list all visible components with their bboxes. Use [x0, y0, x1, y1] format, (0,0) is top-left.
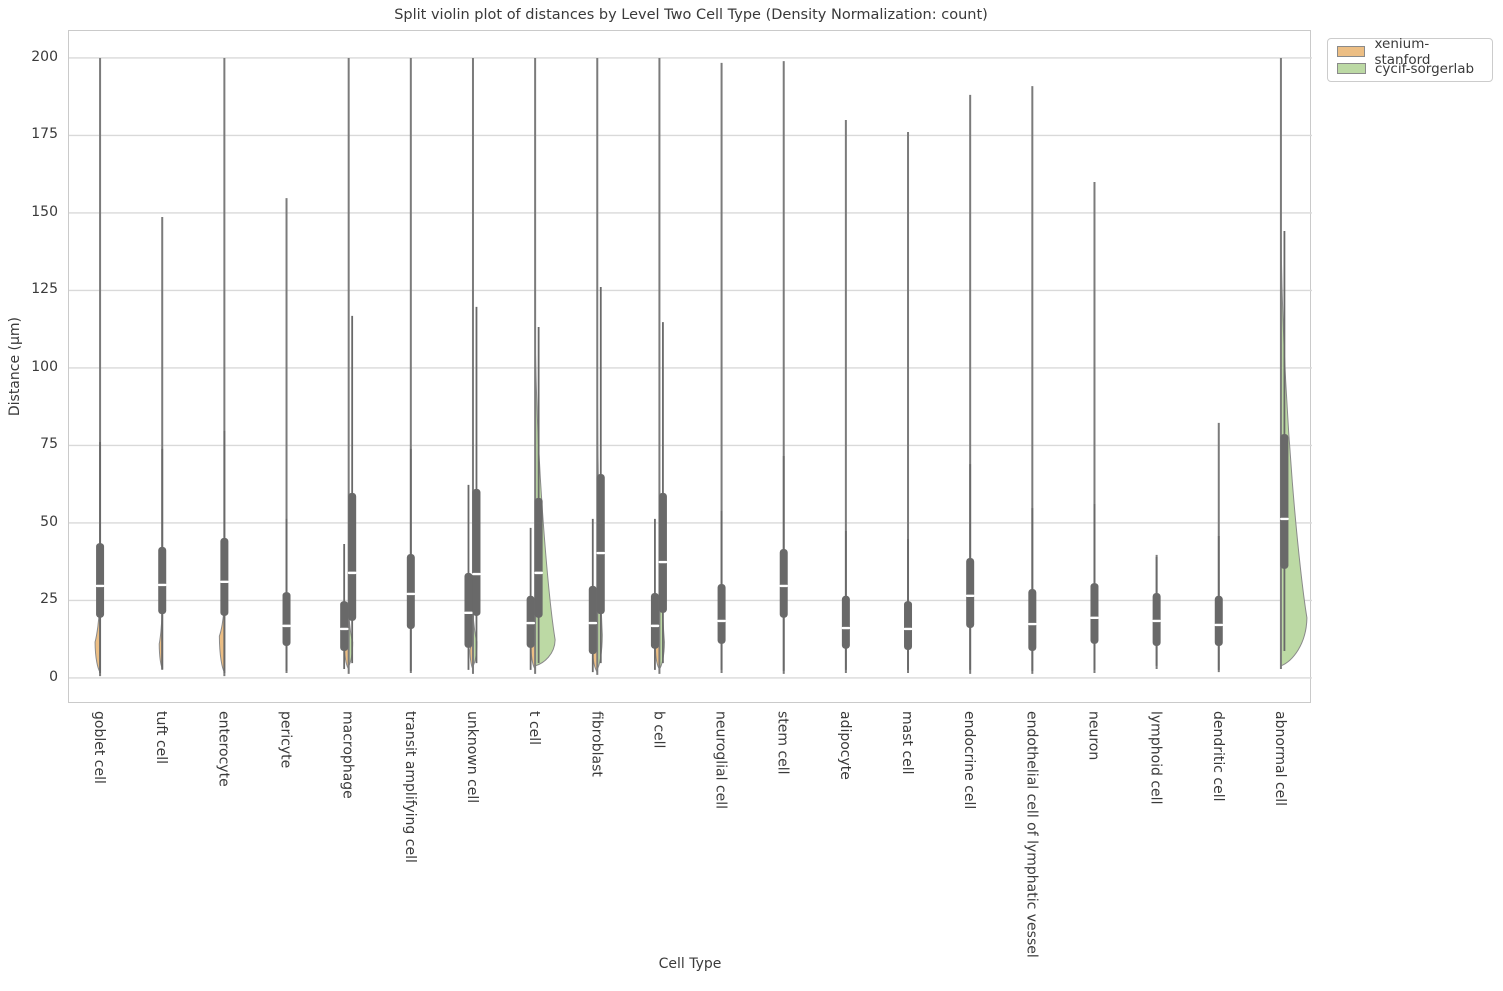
- y-tick-label: 200: [31, 48, 58, 65]
- violin-enterocyte: [218, 57, 229, 677]
- x-tick-label: adipocyte: [836, 711, 853, 780]
- x-tick-label: goblet cell: [91, 711, 108, 784]
- x-tick-label: tuft cell: [153, 711, 170, 765]
- x-tick-label: stem cell: [774, 711, 791, 775]
- x-tick-label: endothelial cell of lymphatic vessel: [1023, 711, 1040, 958]
- box-iqr: [717, 584, 726, 644]
- violin-endocrine-cell: [965, 94, 975, 674]
- violin-stem-cell: [779, 61, 789, 674]
- violin-transit-amplifying-cell: [406, 57, 416, 674]
- x-tick-label: neuron: [1085, 711, 1102, 761]
- legend-swatch-cycif: [1337, 63, 1366, 74]
- legend-label-xenium: xenium-stanford: [1374, 35, 1431, 68]
- x-tick-label: b cell: [650, 711, 667, 749]
- x-tick-label: endocrine cell: [961, 711, 978, 810]
- box-iqr: [1214, 595, 1223, 647]
- x-tick-label: t cell: [526, 711, 543, 746]
- x-tick-label: enterocyte: [215, 711, 232, 787]
- y-tick-label: 0: [49, 668, 58, 685]
- y-tick-label: 50: [40, 513, 58, 530]
- box-iqr: [966, 557, 975, 629]
- x-tick-label: lymphoid cell: [1147, 711, 1164, 805]
- violin-fibroblast: [588, 57, 606, 675]
- box-iqr: [220, 537, 229, 616]
- violin-mast-cell: [903, 132, 913, 674]
- violin-t-cell: [526, 57, 556, 674]
- box-iqr: [658, 492, 667, 613]
- violin-neuron: [1090, 181, 1099, 674]
- box-iqr: [1152, 593, 1161, 647]
- plot-area: [68, 30, 1312, 703]
- box-iqr: [534, 497, 543, 618]
- violin-neuroglial-cell: [717, 62, 726, 674]
- violin-goblet-cell: [94, 57, 105, 677]
- x-tick-label: dendritic cell: [1209, 711, 1226, 802]
- x-tick-label: neuroglial cell: [712, 711, 729, 810]
- x-axis-label: Cell Type: [658, 956, 722, 972]
- legend-item-xenium: xenium-stanford: [1337, 36, 1483, 68]
- x-tick-label: mast cell: [899, 711, 916, 775]
- box-iqr: [348, 492, 357, 621]
- box-iqr: [841, 595, 850, 649]
- plot-canvas: [69, 57, 1312, 679]
- violin-pericyte: [282, 198, 291, 674]
- violin-abnormal-cell: [1279, 57, 1308, 669]
- box-iqr: [650, 593, 659, 649]
- box-iqr: [904, 601, 913, 651]
- chart-title: Split violin plot of distances by Level …: [394, 7, 988, 23]
- x-tick-label: fibroblast: [588, 711, 605, 777]
- box-iqr: [1090, 583, 1099, 644]
- legend-item-cycif: cycif-sorgerlab: [1337, 60, 1483, 77]
- y-tick-label: 125: [31, 281, 58, 298]
- y-tick-label: 100: [31, 358, 58, 375]
- x-tick-label: macrophage: [339, 711, 356, 799]
- x-tick-label: pericyte: [277, 711, 294, 769]
- legend-swatch-xenium: [1337, 46, 1366, 57]
- violin-fill-xenium-stanford: [218, 602, 225, 673]
- box-iqr: [464, 572, 473, 648]
- box-iqr: [406, 553, 415, 629]
- violin-adipocyte: [841, 119, 851, 674]
- violin-b-cell: [650, 57, 668, 674]
- y-tick-label: 25: [40, 591, 58, 608]
- violin-lymphoid-cell: [1152, 554, 1162, 669]
- legend-label-cycif: cycif-sorgerlab: [1375, 60, 1475, 77]
- violin-tuft-cell: [157, 216, 167, 670]
- violin-endothelial-cell-of-lymphatic-vessel: [1027, 86, 1037, 674]
- violin-unknown-cell: [464, 57, 481, 674]
- legend: xenium-stanford cycif-sorgerlab: [1327, 36, 1493, 82]
- x-tick-label: transit amplifying cell: [401, 711, 418, 863]
- y-tick-label: 175: [31, 126, 58, 143]
- x-tick-label: unknown cell: [463, 711, 480, 804]
- box-iqr: [526, 595, 535, 648]
- box-iqr: [158, 546, 167, 615]
- x-tick-label: abnormal cell: [1271, 711, 1288, 807]
- box-iqr: [1028, 588, 1037, 651]
- box-iqr: [282, 592, 291, 647]
- box-iqr: [1280, 433, 1289, 569]
- y-tick-label: 75: [40, 436, 58, 453]
- box-iqr: [779, 549, 788, 618]
- box-iqr: [96, 543, 105, 618]
- box-iqr: [472, 488, 481, 616]
- y-tick-label: 150: [31, 203, 58, 220]
- box-iqr: [596, 473, 605, 615]
- box-iqr: [588, 585, 597, 655]
- box-iqr: [340, 601, 349, 651]
- violin-macrophage: [339, 57, 357, 674]
- violin-dendritic-cell: [1214, 422, 1224, 673]
